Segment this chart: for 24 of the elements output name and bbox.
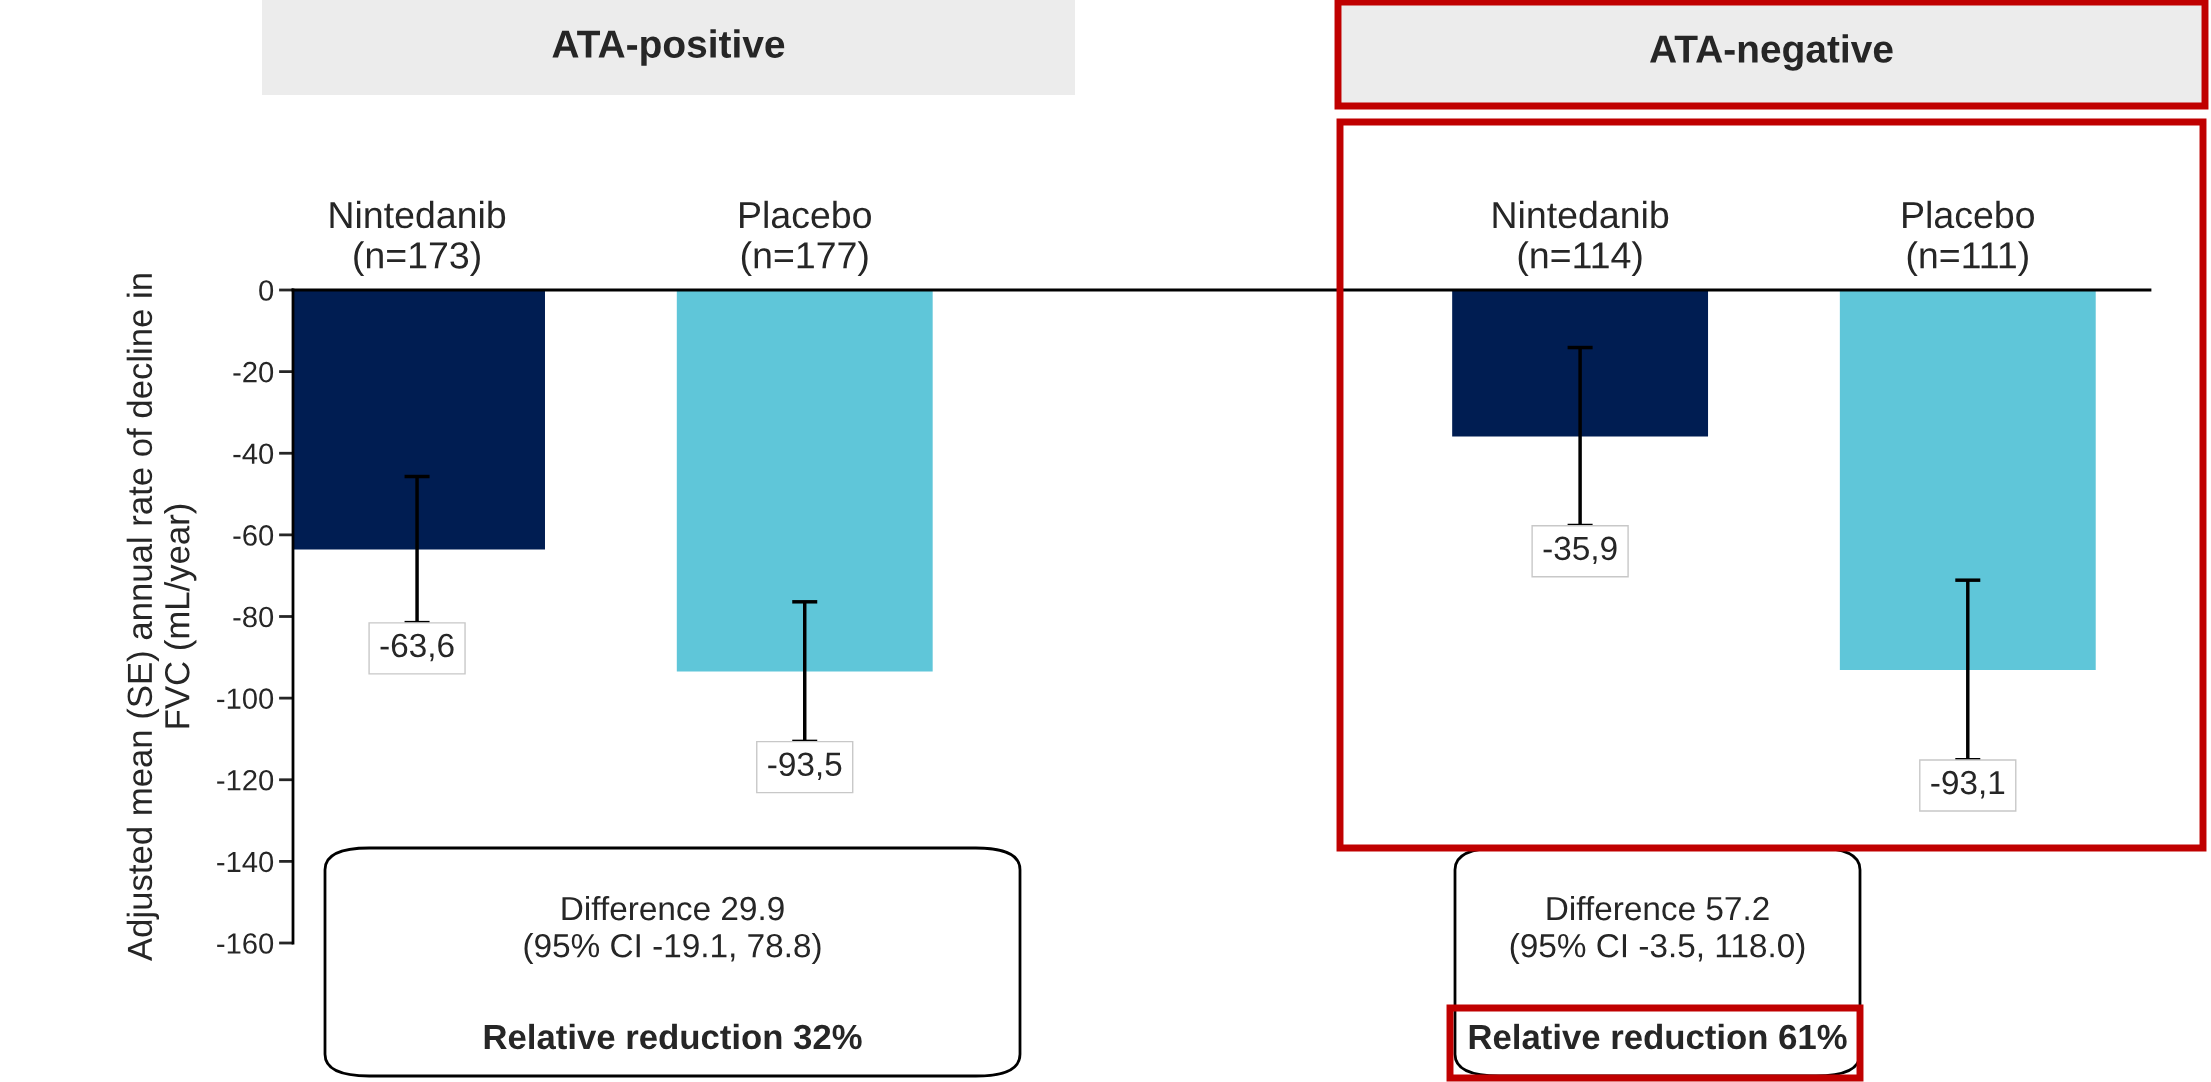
data-label: -93,5 [768,752,842,781]
y-tick-label: -120 [217,769,274,791]
y-tick-label: -160 [217,933,274,954]
y-tick-label: -60 [233,525,274,546]
x-tick-label: Nintedanib (n=114) [1493,200,1669,277]
annotation: Difference 57.2 (95% CI -3.5, 118.0) [1510,895,1805,965]
annotation: Difference 29.9 (95% CI -19.1, 78.8) [524,895,821,965]
y-tick-label: 0 [259,280,274,301]
y-tick-label: -20 [233,361,274,383]
y-axis-title: Adjusted mean (SE) annual rate of decline in FVC (mL/year) [126,274,197,961]
y-tick-label: -140 [217,851,274,873]
x-tick-label: Placebo (n=111) [1903,200,2034,277]
text: Relative reduction 61% [1469,1023,1847,1050]
data-label: -63,6 [380,633,454,662]
data-label: -35,9 [1543,536,1617,565]
text: Relative reduction 32% [484,1023,862,1050]
y-tick-label: -100 [217,688,274,709]
data-label: -93,1 [1931,770,2005,799]
y-tick-label: -80 [233,606,274,628]
x-tick-label: Placebo (n=177) [740,200,871,277]
x-tick-label: Nintedanib (n=173) [330,200,506,277]
y-tick-label: -40 [233,443,274,465]
text: ATA-positive [552,29,785,66]
text: ATA-negative [1650,34,1893,71]
